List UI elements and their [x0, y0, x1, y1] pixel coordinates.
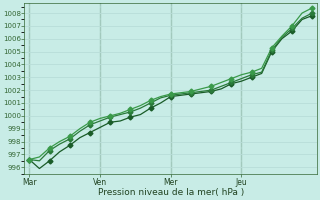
X-axis label: Pression niveau de la mer( hPa ): Pression niveau de la mer( hPa ): [98, 188, 244, 197]
